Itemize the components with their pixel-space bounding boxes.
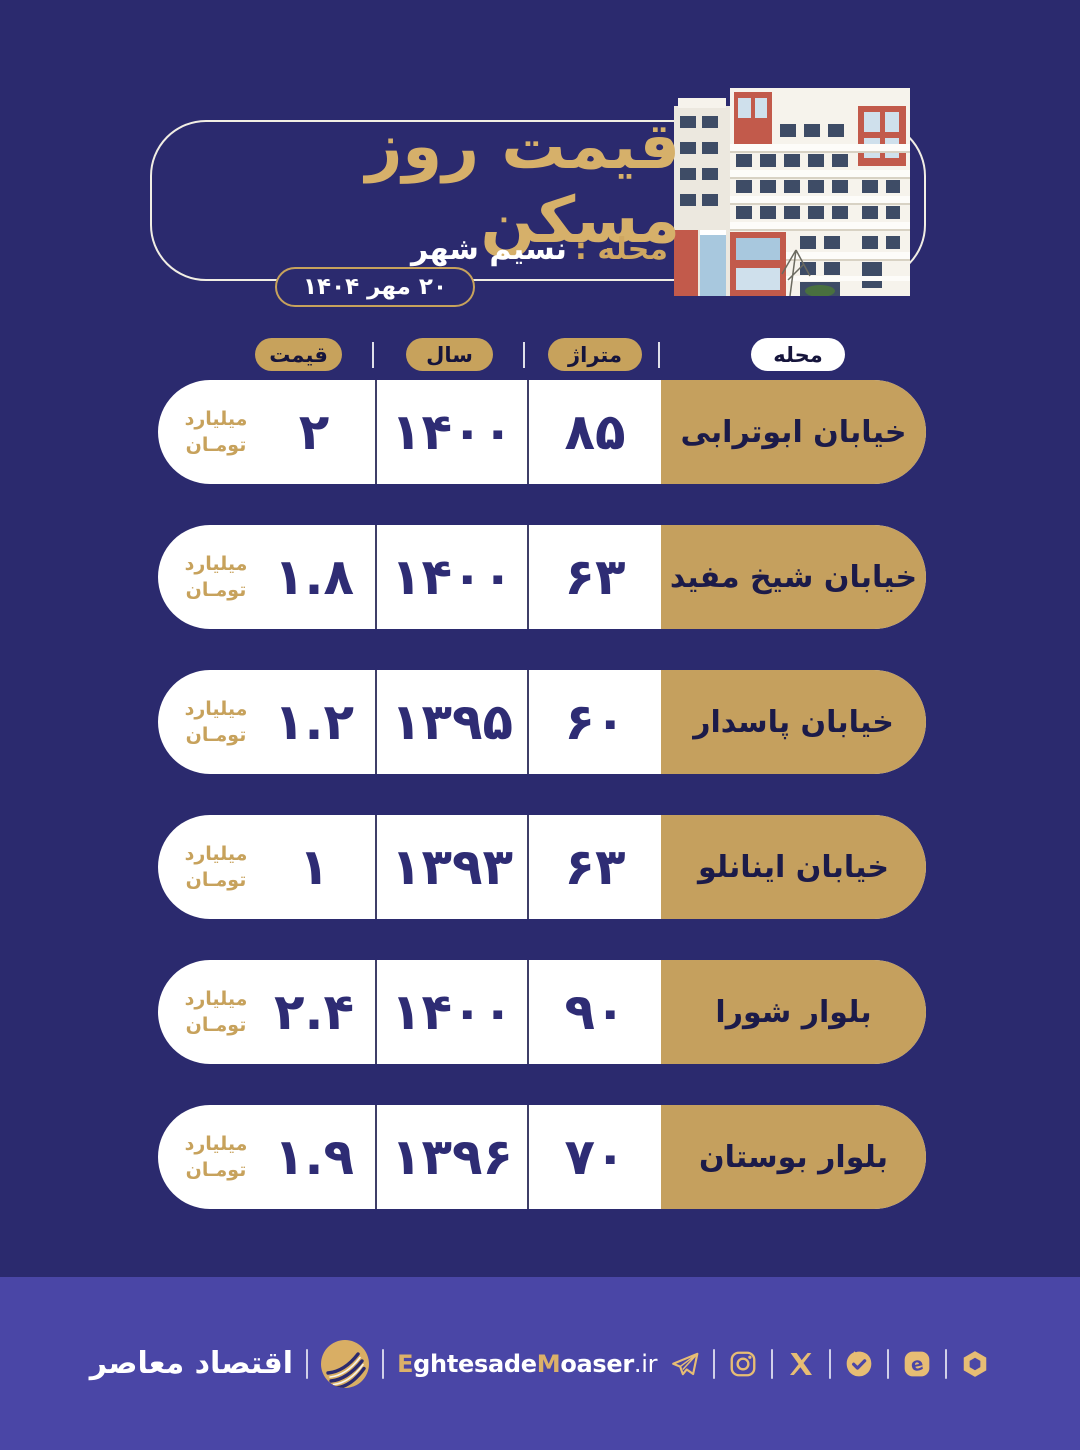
cell-divider — [375, 1105, 377, 1209]
unit-label: میلیارد تومـان — [184, 843, 248, 891]
header-card-outline — [150, 120, 926, 281]
column-header-year: سال — [406, 338, 493, 371]
area-value: ۷۰ — [564, 1128, 626, 1186]
table-row: میلیارد تومـان ۱.۲ ۱۳۹۵ ۶۰ خیابان پاسدار — [158, 670, 926, 774]
unit-label: میلیارد تومـان — [184, 553, 248, 601]
footer-divider — [945, 1348, 948, 1379]
year-value: ۱۳۹۳ — [390, 838, 514, 896]
table-row: میلیارد تومـان ۱.۸ ۱۴۰۰ ۶۳ خیابان شیخ مفی… — [158, 525, 926, 629]
eitaa-icon[interactable]: e — [902, 1349, 932, 1379]
unit-label: میلیارد تومـان — [184, 988, 248, 1036]
area-value: ۶۳ — [564, 838, 626, 896]
cell-divider — [527, 1105, 529, 1209]
svg-text:e: e — [909, 1353, 925, 1376]
column-header-neighborhood: محله — [751, 338, 845, 371]
table-row: میلیارد تومـان ۱ ۱۳۹۳ ۶۳ خیابان اینانلو — [158, 815, 926, 919]
unit-label: میلیارد تومـان — [184, 698, 248, 746]
page-title: قیمت روز مسکن — [365, 110, 681, 258]
area-value: ۶۰ — [564, 693, 626, 751]
footer-bar: اقتصاد معاصر EghtesadeMoaser.ir — [0, 1277, 1080, 1450]
area-value: ۶۳ — [564, 548, 626, 606]
unit-label: میلیارد تومـان — [184, 1133, 248, 1181]
brand-logo-icon — [321, 1339, 370, 1388]
building-photo — [670, 84, 910, 297]
column-header-price: قیمت — [255, 338, 342, 371]
date-badge: ۲۰ مهر ۱۴۰۴ — [275, 267, 475, 307]
instagram-icon[interactable] — [728, 1349, 758, 1379]
cell-divider — [375, 380, 377, 484]
footer-divider — [382, 1348, 385, 1379]
table-row: میلیارد تومـان ۲.۴ ۱۴۰۰ ۹۰ بلوار شورا — [158, 960, 926, 1064]
price-value: ۱.۲ — [273, 693, 355, 751]
year-value: ۱۳۹۵ — [390, 693, 514, 751]
x-icon[interactable] — [786, 1349, 816, 1379]
neighborhood-label: خیابان ابوترابی — [661, 380, 926, 484]
price-value: ۱.۹ — [273, 1128, 355, 1186]
subtitle-value: نسیم شهر — [410, 232, 567, 267]
price-value: ۲ — [298, 403, 330, 461]
year-value: ۱۴۰۰ — [390, 403, 514, 461]
year-value: ۱۳۹۶ — [390, 1128, 514, 1186]
neighborhood-label: بلوار شورا — [661, 960, 926, 1064]
cell-divider — [375, 670, 377, 774]
year-value: ۱۴۰۰ — [390, 548, 514, 606]
footer-divider — [306, 1348, 309, 1379]
column-separator — [372, 342, 374, 368]
neighborhood-label: خیابان پاسدار — [661, 670, 926, 774]
year-value: ۱۴۰۰ — [390, 983, 514, 1041]
column-separator — [658, 342, 660, 368]
column-separator — [523, 342, 525, 368]
cell-divider — [527, 380, 529, 484]
footer-divider — [829, 1348, 832, 1379]
price-value: ۱.۸ — [273, 548, 355, 606]
telegram-icon[interactable] — [670, 1349, 700, 1379]
cell-divider — [375, 525, 377, 629]
price-value: ۲.۴ — [273, 983, 355, 1041]
table-row: میلیارد تومـان ۱.۹ ۱۳۹۶ ۷۰ بلوار بوستان — [158, 1105, 926, 1209]
cell-divider — [527, 960, 529, 1064]
cell-divider — [375, 815, 377, 919]
column-header-area: متراژ — [548, 338, 642, 371]
area-value: ۸۵ — [564, 403, 626, 461]
footer-divider — [887, 1348, 890, 1379]
neighborhood-label: بلوار بوستان — [661, 1105, 926, 1209]
area-value: ۹۰ — [564, 983, 626, 1041]
neighborhood-label: خیابان اینانلو — [661, 815, 926, 919]
cell-divider — [375, 960, 377, 1064]
table-row: میلیارد تومـان ۲ ۱۴۰۰ ۸۵ خیابان ابوترابی — [158, 380, 926, 484]
price-value: ۱ — [298, 838, 330, 896]
cell-divider — [527, 815, 529, 919]
unit-label: میلیارد تومـان — [184, 408, 248, 456]
rubika-icon[interactable] — [960, 1349, 990, 1379]
cell-divider — [527, 670, 529, 774]
footer-divider — [713, 1348, 716, 1379]
cell-divider — [527, 525, 529, 629]
neighborhood-label: خیابان شیخ مفید — [661, 525, 926, 629]
subtitle-label: محله : — [574, 232, 668, 267]
subtitle: محله :نسیم شهر — [411, 232, 668, 267]
bale-icon[interactable] — [844, 1349, 874, 1379]
brand-name: اقتصاد معاصر — [89, 1346, 294, 1381]
footer-divider — [771, 1348, 774, 1379]
website-link[interactable]: EghtesadeMoaser.ir — [397, 1349, 658, 1378]
